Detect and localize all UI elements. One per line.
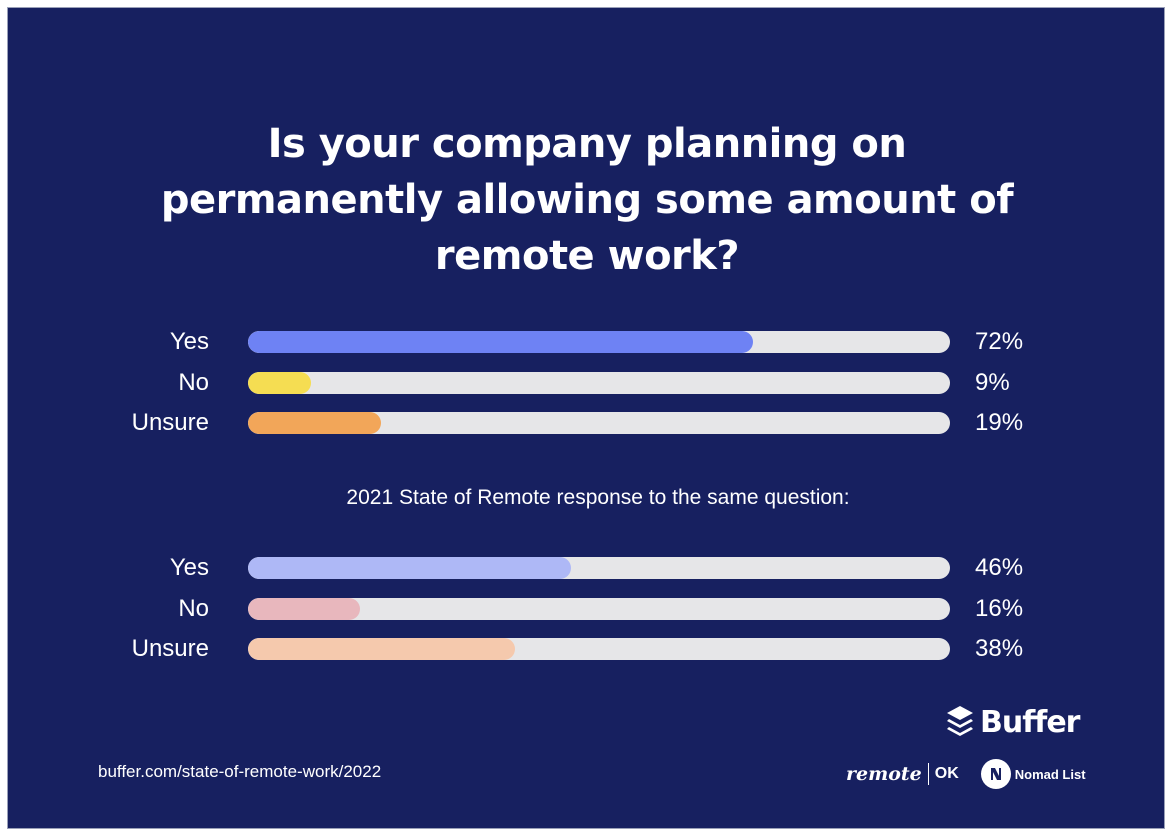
comparison-subheading: 2021 State of Remote response to the sam… <box>346 486 850 509</box>
infographic-card: Is your company planning on permanently … <box>7 7 1165 829</box>
bar-row-yes-2021: Yes 46% <box>8 548 1166 588</box>
bar-row-yes-2022: Yes 72% <box>8 322 1166 362</box>
category-label: Unsure <box>131 409 209 436</box>
nomad-list-icon <box>980 759 1011 789</box>
bar-track <box>248 412 950 434</box>
value-label: 19% <box>975 409 1024 436</box>
bar-unsure-2022 <box>248 412 382 434</box>
partner-logos: remote OK Nomad List <box>846 758 1086 790</box>
bar-track <box>248 598 950 620</box>
buffer-logo-text: Buffer <box>980 704 1080 740</box>
bar-track <box>248 638 950 660</box>
remote-ok-logo-text: remote <box>846 763 922 785</box>
bar-no-2021 <box>248 598 361 620</box>
title-line: remote work? <box>434 233 740 279</box>
logo-divider <box>927 763 929 785</box>
title-line: permanently allowing some amount of <box>160 177 1014 223</box>
category-label: No <box>178 595 209 622</box>
bar-track <box>248 557 950 579</box>
bar-row-no-2021: No 16% <box>8 589 1166 629</box>
bar-no-2022 <box>248 372 312 394</box>
value-label: 72% <box>975 328 1024 355</box>
bar-yes-2022 <box>248 331 754 353</box>
ok-logo-text: OK <box>934 765 959 782</box>
category-label: Unsure <box>131 635 209 662</box>
bar-track <box>248 331 950 353</box>
bar-yes-2021 <box>248 557 571 579</box>
category-label: Yes <box>169 328 209 355</box>
buffer-logo: Buffer <box>946 702 1080 742</box>
bar-track <box>248 372 950 394</box>
value-label: 9% <box>975 369 1010 396</box>
source-url: buffer.com/state-of-remote-work/2022 <box>98 762 382 781</box>
value-label: 16% <box>975 595 1024 622</box>
buffer-layers-icon <box>947 706 973 736</box>
value-label: 38% <box>975 635 1024 662</box>
bar-row-unsure-2022: Unsure 19% <box>8 403 1166 443</box>
category-label: Yes <box>169 554 209 581</box>
bar-row-unsure-2021: Unsure 38% <box>8 629 1166 669</box>
chart-title: Is your company planning on permanently … <box>8 116 1166 284</box>
nomad-list-logo-text: Nomad List <box>1014 766 1086 782</box>
value-label: 46% <box>975 554 1024 581</box>
bar-unsure-2021 <box>248 638 515 660</box>
bar-row-no-2022: No 9% <box>8 363 1166 403</box>
category-label: No <box>178 369 209 396</box>
title-line: Is your company planning on <box>267 121 907 167</box>
